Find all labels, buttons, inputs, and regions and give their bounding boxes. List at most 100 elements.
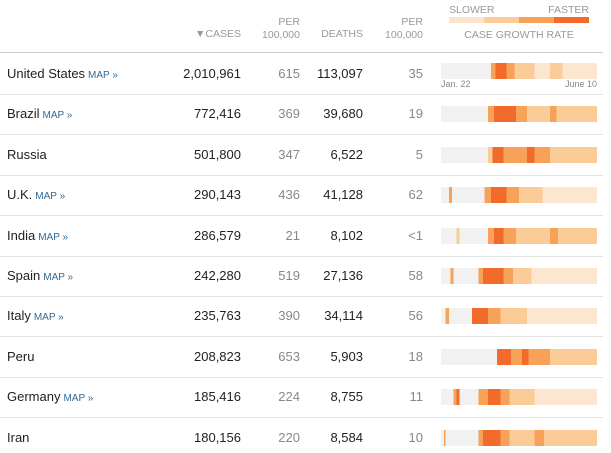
cases-per-header[interactable]: PER 100,000 bbox=[262, 16, 300, 42]
cases-per-100k: 347 bbox=[278, 146, 300, 162]
growth-strip bbox=[441, 63, 597, 79]
deaths-per-100k: 18 bbox=[408, 348, 423, 364]
deaths: 6,522 bbox=[330, 146, 363, 162]
growth-strip bbox=[441, 389, 597, 406]
cases-per-100k: 224 bbox=[278, 389, 300, 405]
growth-strip bbox=[441, 348, 597, 365]
legend-faster: FASTER bbox=[548, 4, 589, 16]
table-row: Italy MAP » 235,763 390 34,114 56 bbox=[0, 296, 603, 338]
map-link[interactable]: MAP » bbox=[42, 110, 73, 122]
deaths-per-100k: 35 bbox=[408, 66, 423, 81]
cases: 2,010,961 bbox=[183, 66, 241, 81]
country-name: U.K. bbox=[7, 187, 33, 203]
deaths-per-100k: 58 bbox=[408, 268, 423, 283]
country-cell: Italy MAP » bbox=[7, 296, 64, 336]
cases-per-100k: 653 bbox=[278, 348, 300, 364]
table-row: Russia 501,800 347 6,522 5 bbox=[0, 135, 603, 176]
growth-strip bbox=[441, 308, 597, 325]
cases: 501,800 bbox=[194, 146, 241, 162]
deaths: 5,903 bbox=[330, 348, 363, 364]
deaths-per-header[interactable]: PER 100,000 bbox=[385, 16, 423, 42]
map-link[interactable]: MAP » bbox=[33, 312, 64, 324]
country-name: India bbox=[7, 227, 36, 243]
map-link[interactable]: MAP » bbox=[35, 191, 66, 203]
legend-title: CASE GROWTH RATE bbox=[464, 29, 574, 41]
strip-end: June 10 bbox=[564, 79, 597, 89]
deaths: 41,128 bbox=[323, 187, 363, 203]
cases-per-100k: 220 bbox=[278, 429, 300, 445]
deaths: 8,102 bbox=[330, 227, 363, 243]
country-name: Brazil bbox=[7, 106, 40, 122]
growth-strip bbox=[441, 106, 597, 123]
country-name: Russia bbox=[7, 146, 47, 162]
cases-per-100k: 21 bbox=[285, 227, 300, 243]
table-row: United States MAP » 2,010,961 615 113,097 35 J… bbox=[0, 54, 603, 95]
strip-start: Jan. 22 bbox=[441, 79, 471, 89]
map-link[interactable]: MAP » bbox=[88, 70, 118, 81]
cases: 290,143 bbox=[194, 187, 241, 203]
country-cell: Germany MAP » bbox=[7, 377, 93, 417]
deaths: 27,136 bbox=[323, 268, 363, 283]
cases: 208,823 bbox=[194, 348, 241, 364]
deaths-per-100k: 62 bbox=[408, 187, 423, 203]
table-row: Brazil MAP » 772,416 369 39,680 19 bbox=[0, 94, 603, 136]
country-cell: Brazil MAP » bbox=[7, 94, 72, 134]
deaths: 8,584 bbox=[330, 429, 363, 445]
deaths-per-100k: 10 bbox=[408, 429, 423, 445]
growth-strip bbox=[441, 429, 597, 446]
cases-per-100k: 390 bbox=[278, 308, 300, 324]
country-name: Spain bbox=[7, 268, 41, 283]
deaths-per-100k: 56 bbox=[408, 308, 423, 324]
map-link[interactable]: MAP » bbox=[43, 272, 74, 283]
country-cell: Peru bbox=[7, 337, 34, 377]
cases: 235,763 bbox=[194, 308, 241, 324]
country-cell: India MAP » bbox=[7, 216, 68, 256]
cases: 180,156 bbox=[194, 429, 241, 445]
table-row: Peru 208,823 653 5,903 18 bbox=[0, 337, 603, 378]
country-name: Peru bbox=[7, 348, 35, 364]
map-link[interactable]: MAP » bbox=[63, 393, 94, 405]
cases-per-100k: 369 bbox=[278, 106, 300, 122]
legend-slower: SLOWER bbox=[449, 4, 495, 16]
country-name: Iran bbox=[7, 429, 30, 445]
cases-per-100k: 436 bbox=[278, 187, 300, 203]
deaths-per-100k: <1 bbox=[408, 227, 423, 243]
country-cell: Russia bbox=[7, 135, 47, 175]
deaths-per-100k: 19 bbox=[408, 106, 423, 122]
map-link[interactable]: MAP » bbox=[38, 231, 69, 243]
country-name: Germany bbox=[7, 389, 61, 405]
header-line: 100,000 bbox=[262, 29, 300, 41]
header-line: 100,000 bbox=[385, 29, 423, 41]
country-name: United States bbox=[7, 66, 86, 81]
table-row: Spain MAP » 242,280 519 27,136 58 bbox=[0, 256, 603, 297]
cases-header[interactable]: ▼CASES bbox=[195, 28, 241, 41]
header-line: PER bbox=[278, 16, 300, 28]
growth-strip bbox=[441, 146, 597, 163]
deaths-per-100k: 11 bbox=[409, 389, 424, 405]
country-cell: Iran bbox=[7, 418, 29, 453]
cases: 242,280 bbox=[194, 268, 241, 283]
country-cell: U.K. MAP » bbox=[7, 175, 65, 215]
legend-scale bbox=[449, 17, 589, 23]
country-name: Italy bbox=[7, 308, 31, 324]
cases: 772,416 bbox=[194, 106, 241, 122]
growth-strip bbox=[441, 187, 597, 204]
table-row: India MAP » 286,579 21 8,102 <1 bbox=[0, 216, 603, 257]
cases: 185,416 bbox=[194, 389, 241, 405]
sort-icon: ▼ bbox=[194, 28, 206, 40]
deaths: 113,097 bbox=[316, 66, 363, 81]
table-row: U.K. MAP » 290,143 436 41,128 62 bbox=[0, 175, 603, 217]
table-row: Iran 180,156 220 8,584 10 bbox=[0, 418, 603, 453]
header-rule bbox=[0, 52, 603, 53]
deaths-per-100k: 5 bbox=[415, 146, 423, 162]
cases-label: CASES bbox=[205, 28, 241, 40]
growth-strip bbox=[441, 268, 597, 284]
cases-per-100k: 519 bbox=[278, 268, 300, 283]
growth-strip bbox=[441, 227, 597, 244]
country-cell: United States MAP » bbox=[7, 54, 118, 94]
deaths: 8,755 bbox=[330, 389, 363, 405]
cases-per-100k: 615 bbox=[278, 66, 300, 81]
deaths-header[interactable]: DEATHS bbox=[321, 28, 363, 40]
deaths: 34,114 bbox=[324, 308, 363, 324]
